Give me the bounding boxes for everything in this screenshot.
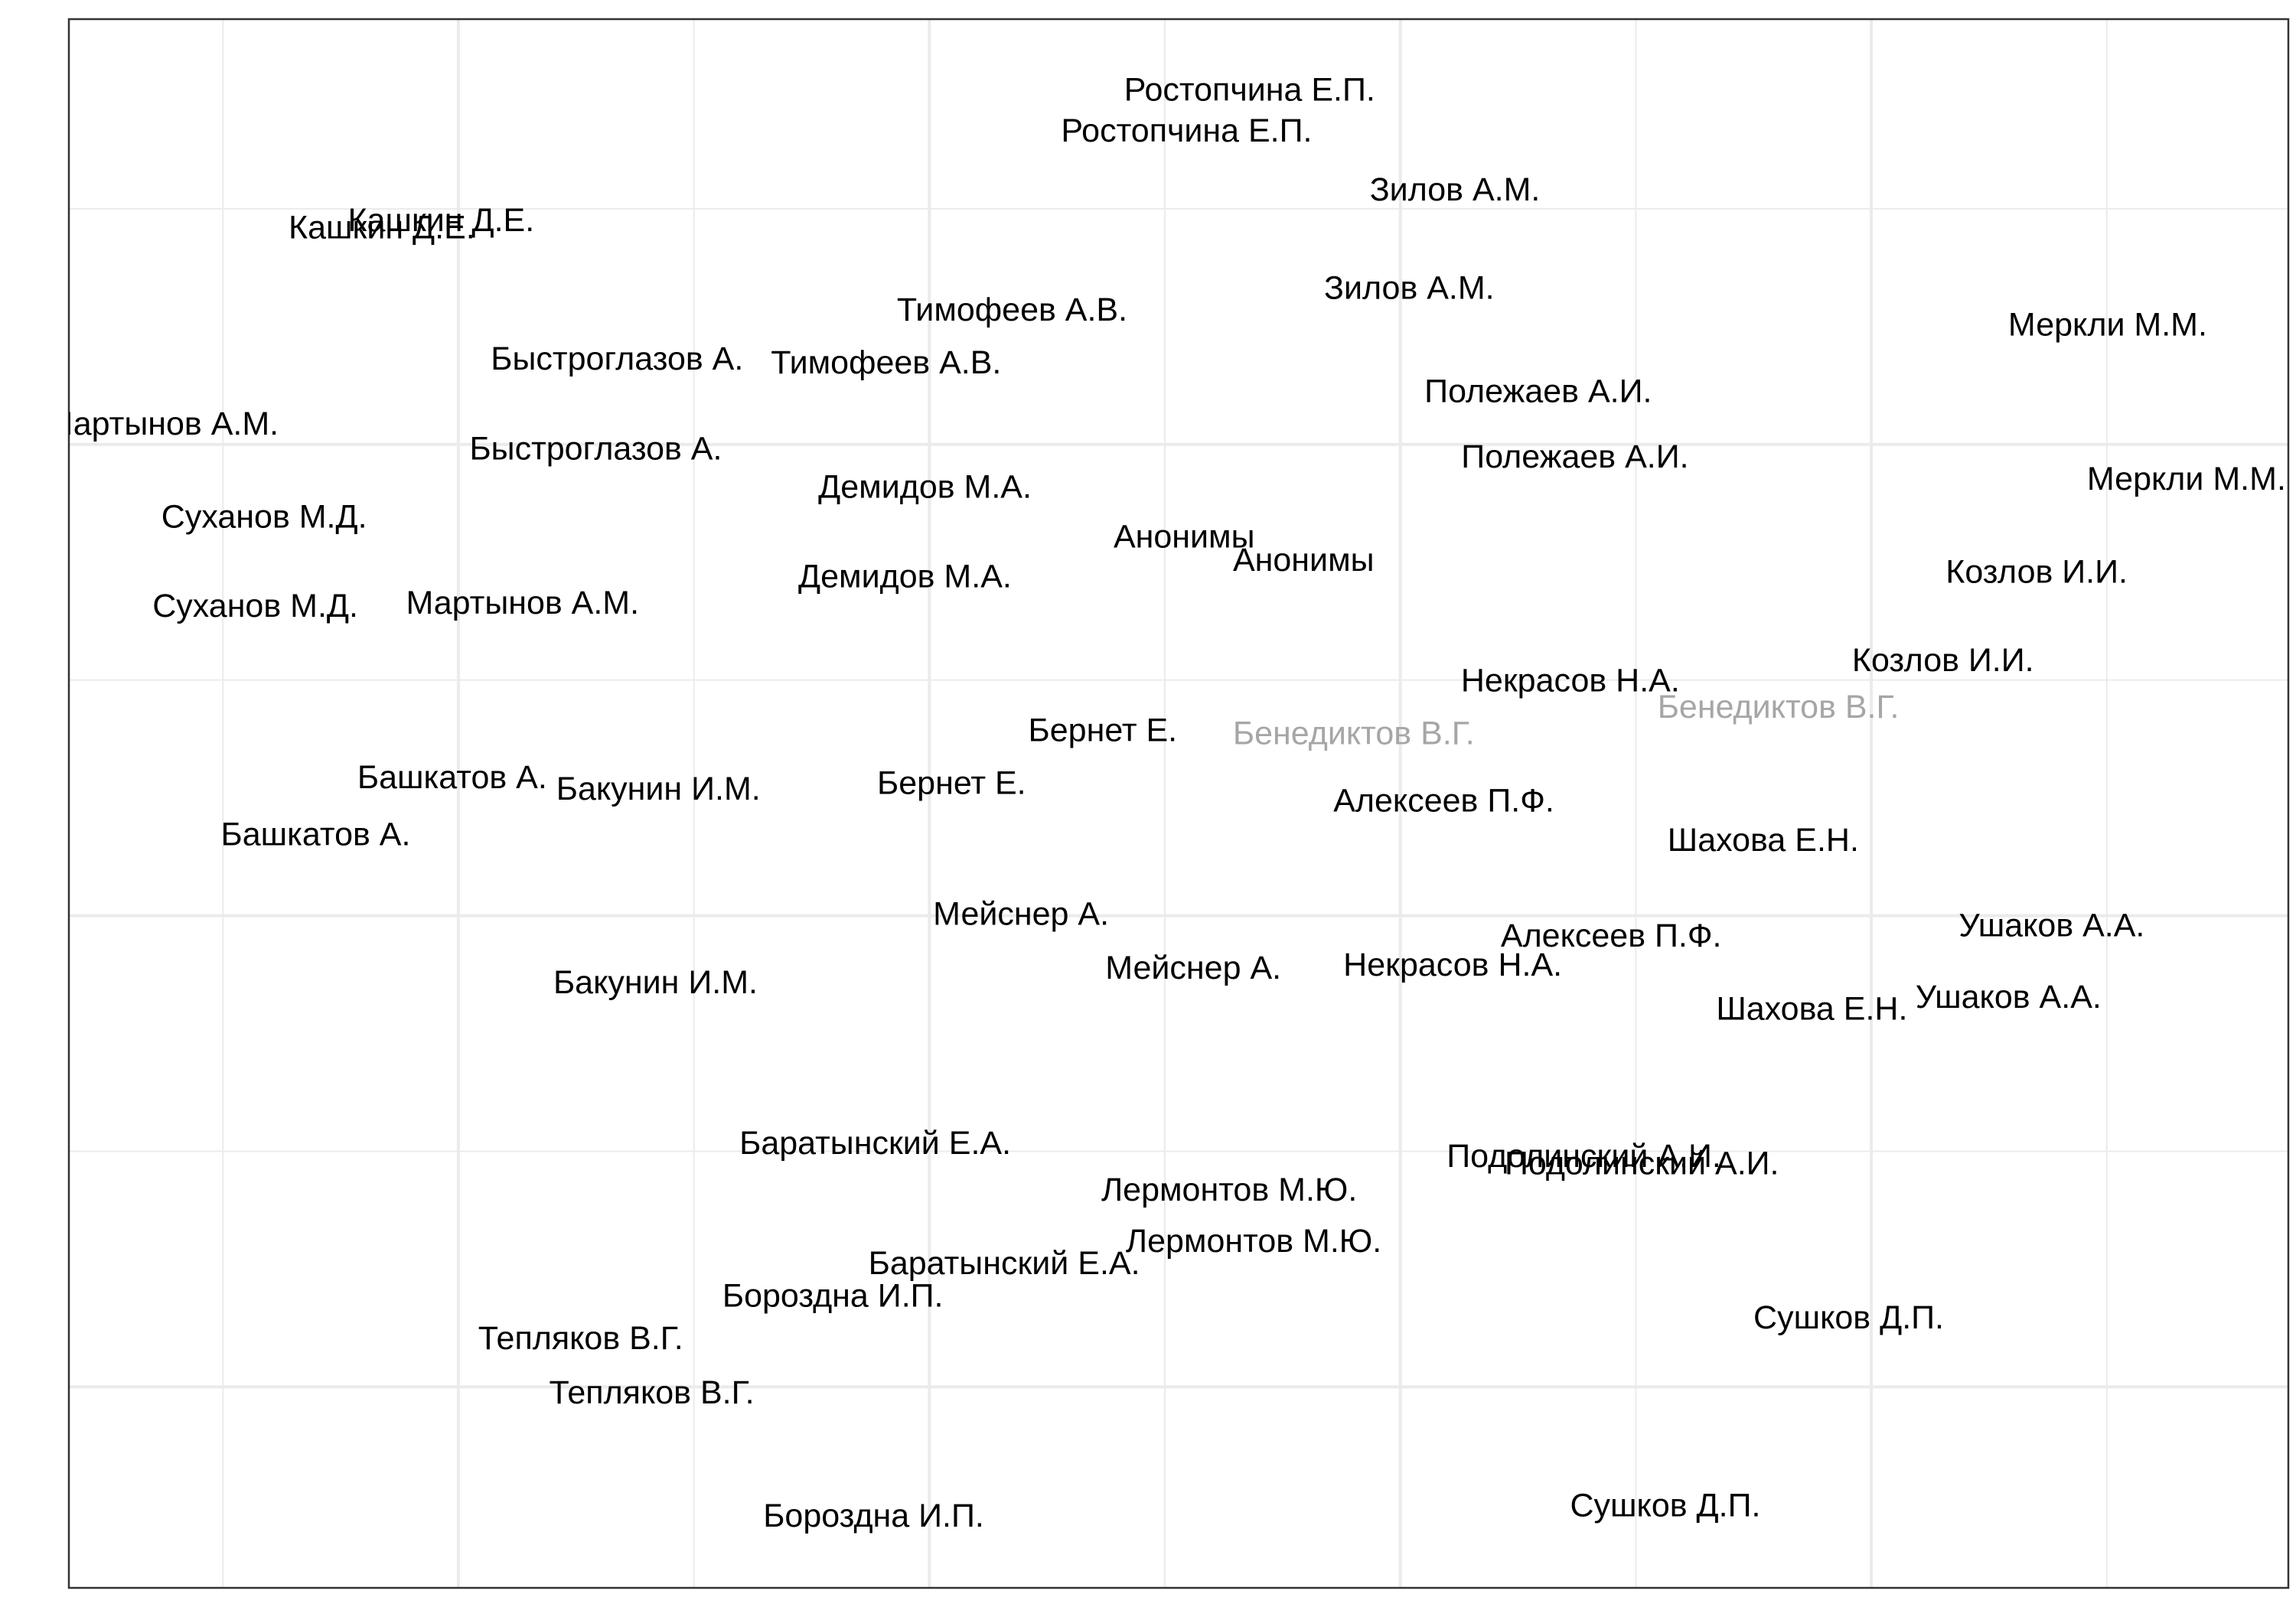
point-label: Бернет Е.: [1029, 712, 1178, 748]
point-label: Подолинский А.И.: [1505, 1145, 1779, 1182]
point-label: Бороздна И.П.: [763, 1498, 984, 1534]
point-label: Тепляков В.Г.: [550, 1374, 755, 1411]
panel-border: [67, 18, 2290, 1589]
point-label: Баратынский Е.А.: [869, 1245, 1140, 1282]
point-label: Демидов М.А.: [818, 468, 1032, 505]
point-label: Мартынов А.М.: [45, 406, 279, 442]
point-label: Ушаков А.А.: [1916, 979, 2102, 1015]
point-label: Лермонтов М.Ю.: [1126, 1223, 1381, 1260]
point-label: Меркли М.М.: [2008, 306, 2207, 343]
point-label: Бернет Е.: [877, 764, 1026, 801]
point-label: Суханов М.Д.: [152, 588, 358, 624]
point-label: Бороздна И.П.: [722, 1277, 944, 1314]
point-label: Козлов И.И.: [1852, 642, 2034, 679]
point-label: Мартынов А.М.: [406, 585, 639, 621]
point-label: Тимофеев А.В.: [771, 344, 1001, 381]
grid-lines: [69, 19, 2288, 1588]
point-label: Башкатов А.: [221, 817, 411, 853]
point-label: Кашкин Д.Е.: [347, 202, 534, 239]
point-label: Меркли М.М.: [2087, 461, 2286, 497]
point-label: Баратынский Е.А.: [739, 1125, 1011, 1162]
point-label: Полежаев А.И.: [1424, 373, 1652, 409]
point-label: Быстроглазов А.: [491, 341, 743, 377]
point-label: Бенедиктов В.Г.: [1233, 715, 1475, 751]
point-label: Ушаков А.А.: [1958, 907, 2144, 944]
point-label: Лермонтов М.Ю.: [1101, 1172, 1357, 1208]
point-label: Тепляков В.Г.: [478, 1320, 683, 1357]
point-label: Сушков Д.П.: [1753, 1299, 1944, 1336]
point-label: Алексеев П.Ф.: [1333, 782, 1554, 819]
point-label: Зилов А.М.: [1370, 171, 1541, 208]
point-label: Башкатов А.: [357, 759, 547, 796]
point-label: Анонимы: [1233, 542, 1375, 579]
point-label: Суханов М.Д.: [161, 499, 367, 536]
point-label: Бенедиктов В.Г.: [1658, 689, 1900, 725]
point-label: Алексеев П.Ф.: [1501, 918, 1722, 954]
point-label: Ростопчина Е.П.: [1124, 72, 1375, 109]
point-label: Некрасов Н.А.: [1343, 947, 1562, 983]
point-label: Мейснер А.: [933, 895, 1109, 932]
point-label: Демидов М.А.: [798, 559, 1012, 595]
point-label: Шахова Е.Н.: [1716, 991, 1907, 1028]
point-labels: Ростопчина Е.П.Ростопчина Е.П. Зилов А.М.…: [45, 72, 2286, 1534]
point-label: Бакунин И.М.: [556, 771, 761, 807]
point-label: Зилов А.М.: [1324, 269, 1495, 306]
point-label: Шахова Е.Н.: [1668, 822, 1859, 859]
point-label: Быстроглазов А.: [469, 430, 722, 467]
point-label: Кашкин Д.Е.: [289, 209, 475, 246]
point-label: Бакунин И.М.: [553, 964, 758, 1001]
point-label: Сушков Д.П.: [1570, 1487, 1760, 1524]
point-label: Анонимы: [1114, 519, 1255, 556]
point-label: Козлов И.И.: [1945, 553, 2128, 590]
point-label: Некрасов Н.А.: [1461, 663, 1680, 699]
point-label: Ростопчина Е.П.: [1061, 112, 1312, 149]
point-label: Мейснер А.: [1105, 950, 1281, 986]
point-label: Тимофеев А.В.: [897, 292, 1127, 328]
point-label: Полежаев А.И.: [1461, 438, 1688, 475]
point-label: Подолинский А.И.: [1446, 1138, 1721, 1175]
